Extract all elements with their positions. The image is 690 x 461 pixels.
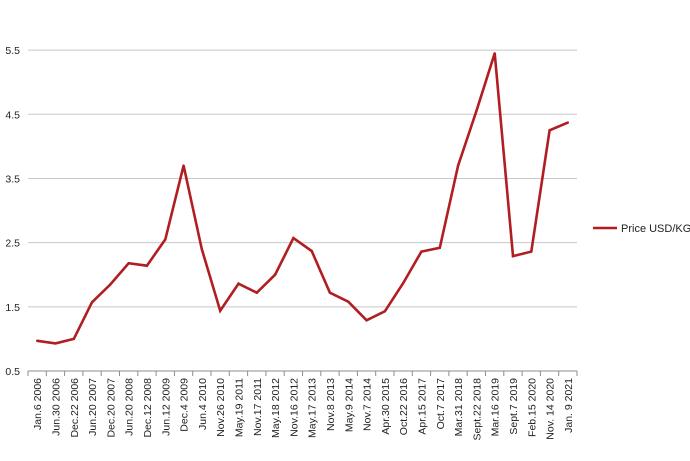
y-tick-label: 4.5 bbox=[5, 109, 20, 121]
data-point bbox=[127, 261, 130, 265]
data-point bbox=[347, 300, 350, 303]
x-tick-label: May.9 2014 bbox=[343, 378, 355, 432]
x-tick-label: Jan. 9 2021 bbox=[563, 378, 575, 433]
x-tick-label: Sept.7 2019 bbox=[508, 378, 520, 435]
x-tick-label: Nov.8 2013 bbox=[325, 378, 337, 431]
legend-label: Price USD/KG bbox=[621, 223, 690, 235]
data-point bbox=[35, 339, 39, 343]
x-tick-label: Nov.26 2010 bbox=[215, 378, 227, 437]
data-point bbox=[548, 129, 551, 132]
gridlines bbox=[28, 49, 577, 308]
data-point bbox=[72, 337, 75, 341]
x-tick-label: Jun.20 2007 bbox=[87, 378, 99, 436]
data-point bbox=[182, 164, 185, 167]
data-point bbox=[109, 283, 112, 286]
series-line bbox=[36, 52, 569, 345]
data-point bbox=[566, 121, 570, 124]
x-tick-label: Feb.15 2020 bbox=[526, 378, 538, 437]
x-tick-label: Apr.30 2015 bbox=[380, 378, 392, 435]
x-tick-label: Nov.7 2014 bbox=[362, 378, 374, 431]
x-tick-label: May.19 2011 bbox=[233, 378, 245, 437]
x-tick-label: Nov.17 2011 bbox=[252, 378, 264, 436]
x-tick-label: Sept.22 2018 bbox=[471, 378, 483, 441]
data-point bbox=[237, 282, 240, 285]
data-point bbox=[255, 291, 258, 294]
x-tick-label: Dec.4 2009 bbox=[179, 378, 191, 432]
data-point bbox=[401, 281, 405, 285]
x-tick-label: Dec.22 2006 bbox=[69, 378, 81, 438]
data-point bbox=[292, 236, 295, 240]
data-point bbox=[273, 273, 277, 276]
data-point bbox=[420, 250, 423, 253]
x-tick-label: Oct.22 2016 bbox=[398, 378, 410, 435]
x-tick-label: Dec.20 2007 bbox=[105, 378, 117, 438]
x-tick-label: Oct.7 2017 bbox=[435, 378, 447, 430]
y-axis-tick-labels: 0.5 1.5 2.5 3.5 4.5 5.5 bbox=[5, 45, 20, 378]
data-point bbox=[456, 164, 460, 167]
legend: Price USD/KG bbox=[593, 223, 690, 235]
data-point bbox=[530, 250, 533, 253]
data-point bbox=[218, 309, 222, 312]
x-tick-label: Jun.30 2006 bbox=[50, 378, 62, 436]
y-tick-label: 3.5 bbox=[5, 173, 20, 185]
x-tick-label: May.17 2013 bbox=[307, 378, 319, 438]
x-tick-label: Mar.16 2019 bbox=[490, 378, 502, 437]
data-point bbox=[90, 301, 94, 304]
x-tick-label: Jun.12 2009 bbox=[160, 378, 172, 436]
x-axis: Jan.6 2006 Jun.30 2006 Dec.22 2006 Jun.20 2… bbox=[27, 370, 578, 441]
x-tick-label: Jun.20 2008 bbox=[124, 378, 136, 436]
data-point bbox=[310, 249, 313, 253]
y-tick-label: 0.5 bbox=[5, 366, 20, 378]
data-point bbox=[438, 246, 441, 249]
data-point bbox=[54, 342, 57, 345]
data-point bbox=[511, 254, 515, 258]
data-point bbox=[164, 238, 167, 241]
data-point bbox=[383, 310, 387, 313]
data-point bbox=[475, 109, 478, 113]
y-tick-label: 5.5 bbox=[5, 45, 20, 57]
series-lines bbox=[35, 52, 570, 345]
data-point bbox=[145, 264, 149, 267]
x-tick-label: May.18 2012 bbox=[270, 378, 282, 438]
x-tick-label: Mar.31 2018 bbox=[453, 378, 465, 437]
data-point bbox=[328, 291, 332, 294]
x-tick-label: Nov.16 2012 bbox=[288, 378, 300, 437]
x-tick-label: Jun.4 2010 bbox=[197, 378, 209, 430]
data-point bbox=[493, 52, 496, 55]
x-tick-label: Jan.6 2006 bbox=[32, 378, 44, 430]
x-tick-label: Apr.15 2017 bbox=[416, 378, 428, 435]
data-point bbox=[200, 247, 204, 251]
y-tick-label: 2.5 bbox=[5, 238, 20, 250]
x-tick-label: Dec.12 2008 bbox=[142, 378, 154, 438]
data-point bbox=[365, 319, 368, 322]
x-tick-label: Nov. 14 2020 bbox=[545, 378, 557, 440]
y-tick-label: 1.5 bbox=[5, 302, 20, 314]
